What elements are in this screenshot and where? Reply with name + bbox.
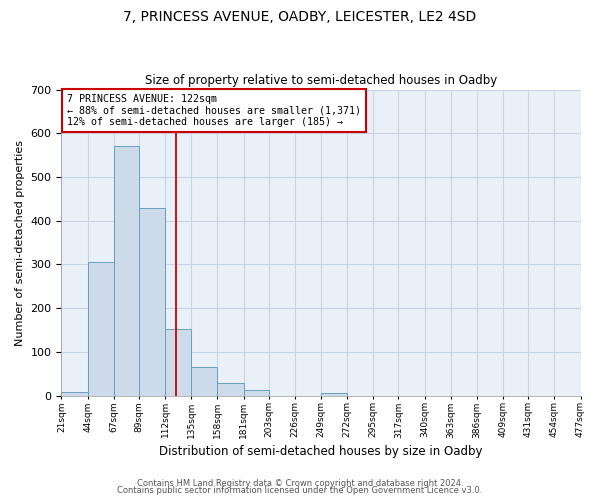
- Bar: [61, 392, 88, 396]
- Title: Size of property relative to semi-detached houses in Oadby: Size of property relative to semi-detach…: [145, 74, 497, 87]
- X-axis label: Distribution of semi-detached houses by size in Oadby: Distribution of semi-detached houses by …: [159, 444, 483, 458]
- Bar: [217, 384, 244, 396]
- Bar: [191, 367, 217, 396]
- Bar: [244, 390, 269, 396]
- Text: Contains public sector information licensed under the Open Government Licence v3: Contains public sector information licen…: [118, 486, 482, 495]
- Text: 7, PRINCESS AVENUE, OADBY, LEICESTER, LE2 4SD: 7, PRINCESS AVENUE, OADBY, LEICESTER, LE…: [124, 10, 476, 24]
- Bar: [88, 262, 114, 396]
- Bar: [165, 329, 191, 396]
- Bar: [139, 208, 165, 396]
- Bar: [321, 394, 347, 396]
- Y-axis label: Number of semi-detached properties: Number of semi-detached properties: [15, 140, 25, 346]
- Text: 7 PRINCESS AVENUE: 122sqm
← 88% of semi-detached houses are smaller (1,371)
12% : 7 PRINCESS AVENUE: 122sqm ← 88% of semi-…: [67, 94, 361, 128]
- Text: Contains HM Land Registry data © Crown copyright and database right 2024.: Contains HM Land Registry data © Crown c…: [137, 478, 463, 488]
- Bar: [114, 146, 139, 396]
